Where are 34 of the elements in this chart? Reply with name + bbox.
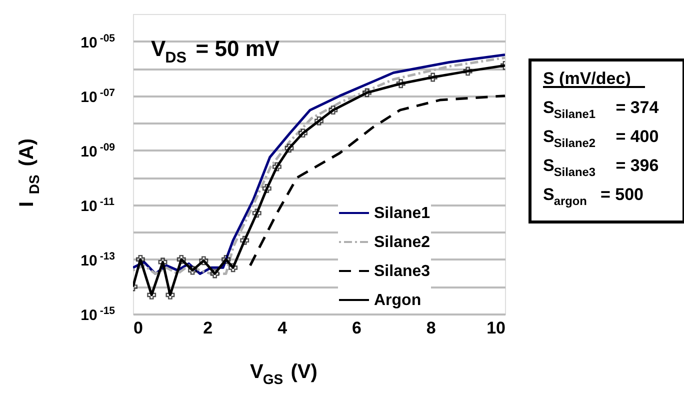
x-tick-label: 10 [486,318,506,338]
point [166,290,175,300]
point [222,254,230,264]
x-tick-label: 0 [134,318,143,338]
text: S (mV/dec) [543,69,631,88]
legend-label: Argon [374,292,422,309]
point [262,184,272,193]
point [284,144,294,153]
point [428,72,438,82]
x-tick-label: 6 [352,318,362,338]
point [328,106,338,115]
point [314,116,324,126]
point [188,266,197,275]
point [147,290,156,300]
y-axis-title: IDS (A) [16,138,42,207]
point [136,254,145,264]
point [228,263,238,272]
point [463,66,472,76]
point [210,269,220,278]
legend-label: Silane2 [374,234,430,251]
point [362,88,372,98]
point [176,254,186,264]
point [199,256,208,266]
legend-label: Silane1 [374,205,430,222]
point [252,208,262,218]
x-tick-label: 2 [203,318,213,338]
x-tick-label: 4 [278,318,288,338]
point [396,79,406,88]
point [240,236,250,245]
point [298,128,308,138]
legend-label: Silane3 [374,263,430,280]
point [272,162,282,172]
x-tick-label: 8 [426,318,436,338]
point [158,258,168,267]
